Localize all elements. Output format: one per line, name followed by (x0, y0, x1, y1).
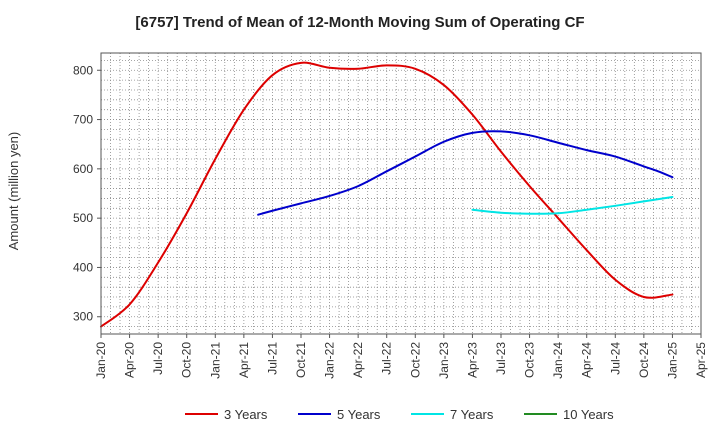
x-tick-label: Jul-23 (494, 342, 508, 375)
y-tick-label: 400 (73, 260, 93, 274)
plot-frame (100, 52, 702, 335)
legend-label-3-years: 3 Years (224, 407, 268, 422)
x-tick-label: Jan-22 (323, 342, 337, 379)
legend: 3 Years 5 Years 7 Years 10 Years (185, 407, 614, 422)
x-tick-label: Jul-21 (265, 342, 279, 375)
series-lines (100, 61, 674, 328)
x-tick-label: Apr-20 (123, 342, 137, 378)
y-axis-ticks: 300 400 500 600 700 800 (73, 63, 101, 324)
x-tick-label: Apr-23 (465, 342, 479, 378)
chart-title: [6757] Trend of Mean of 12-Month Moving … (135, 14, 585, 31)
x-tick-label: Jan-20 (94, 342, 108, 379)
y-tick-label: 600 (73, 162, 93, 176)
legend-label-7-years: 7 Years (450, 407, 494, 422)
x-tick-label: Jul-24 (608, 342, 622, 375)
x-axis-ticks: Jan-20 Apr-20 Jul-20 Oct-20 Jan-21 Apr-21 Jul-… (94, 334, 708, 379)
x-tick-label: Jul-22 (380, 342, 394, 375)
y-tick-label: 800 (73, 63, 93, 77)
y-tick-label: 700 (73, 113, 93, 127)
grid (101, 53, 701, 334)
y-tick-label: 300 (73, 310, 93, 324)
series-line-7-years (471, 195, 674, 215)
x-tick-label: Jan-24 (551, 342, 565, 379)
x-tick-label: Oct-24 (637, 342, 651, 378)
legend-label-10-years: 10 Years (563, 407, 614, 422)
legend-label-5-years: 5 Years (337, 407, 381, 422)
x-tick-label: Jan-21 (208, 342, 222, 379)
x-tick-label: Apr-24 (580, 342, 594, 378)
plot-area (101, 53, 701, 334)
series-line-5-years (257, 130, 674, 216)
x-tick-label: Apr-22 (351, 342, 365, 378)
x-tick-label: Jan-23 (437, 342, 451, 379)
x-tick-label: Oct-22 (408, 342, 422, 378)
series-line-3-years (100, 61, 674, 328)
x-tick-label: Oct-23 (523, 342, 537, 378)
x-tick-label: Apr-21 (237, 342, 251, 378)
x-tick-label: Jan-25 (665, 342, 679, 379)
x-tick-label: Oct-21 (294, 342, 308, 378)
y-axis-label: Amount (million yen) (6, 132, 21, 251)
y-tick-label: 500 (73, 211, 93, 225)
x-tick-label: Jul-20 (151, 342, 165, 375)
x-tick-label: Oct-20 (180, 342, 194, 378)
x-tick-label: Apr-25 (694, 342, 708, 378)
